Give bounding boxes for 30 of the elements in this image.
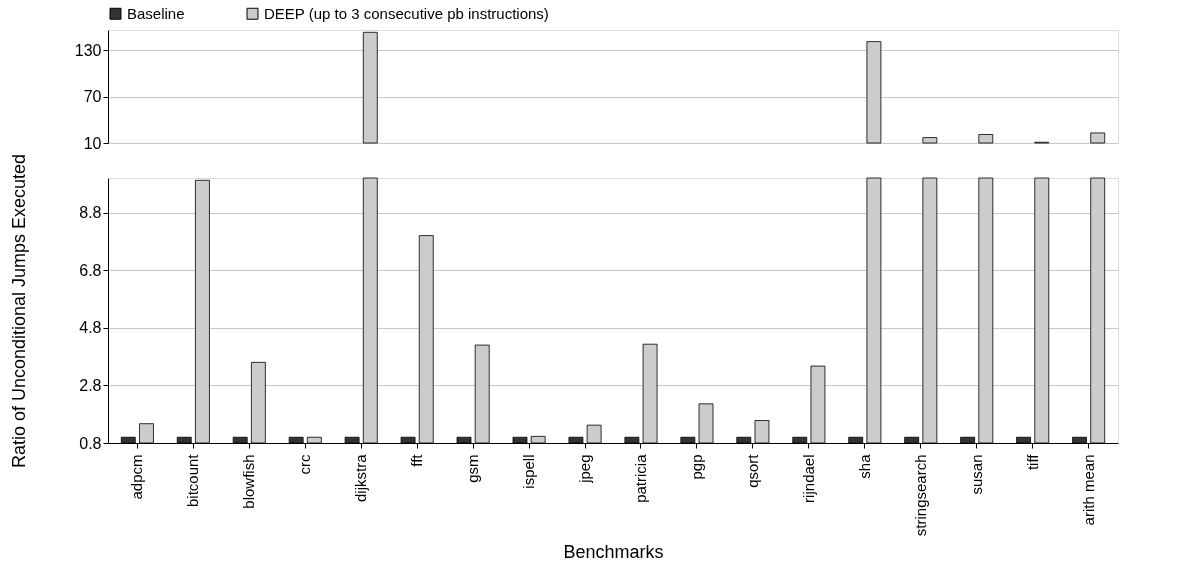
y-axis-title: Ratio of Unconditional Jumps Executed (9, 153, 30, 469)
x-tick-label: sha (855, 453, 873, 479)
x-tick-label: jpeg (576, 454, 594, 484)
y-tick-label: 70 (83, 88, 102, 106)
y-tick-label: 0.8 (79, 434, 102, 452)
y-tick-label: 10 (83, 134, 102, 152)
legend-label: Baseline (127, 4, 185, 22)
x-tick-label: ispell (520, 454, 538, 489)
x-tick-label: fft (408, 453, 426, 467)
y-tick-label: 2.8 (79, 376, 102, 394)
y-tick-label: 8.8 (79, 204, 102, 222)
x-tick-label: adpcm (128, 454, 146, 500)
y-tick-label: 6.8 (79, 261, 102, 279)
x-tick-label: arith mean (1079, 454, 1097, 526)
y-tick-label: 4.8 (79, 319, 102, 337)
x-tick-label: blowfish (240, 454, 258, 509)
x-tick-label: susan (967, 454, 985, 495)
x-tick-label: pgp (687, 454, 705, 480)
x-tick-label: crc (296, 454, 314, 475)
x-axis-title: Benchmarks (563, 542, 664, 563)
x-tick-label: stringsearch (911, 454, 929, 537)
x-tick-label: gsm (464, 454, 482, 483)
x-tick-label: rijndael (799, 454, 817, 503)
x-tick-label: dijkstra (352, 453, 370, 503)
x-tick-label: qsort (743, 453, 761, 488)
legend-label: DEEP (up to 3 consecutive pb instructions) (264, 4, 549, 22)
x-tick-label: patricia (631, 453, 649, 503)
x-tick-label: tiff (1023, 453, 1041, 471)
x-tick-label: bitcount (184, 453, 202, 508)
y-tick-label: 130 (74, 41, 102, 59)
